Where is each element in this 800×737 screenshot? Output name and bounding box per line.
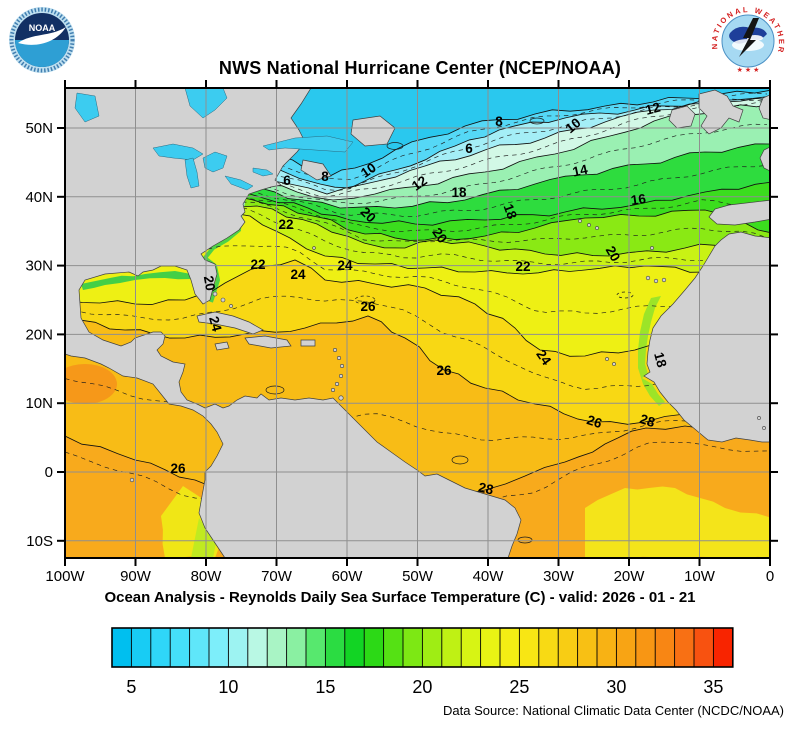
graticule <box>65 88 770 558</box>
contour-label: 26 <box>170 461 186 476</box>
contour-label: 26 <box>585 412 604 431</box>
contour-label: 24 <box>290 267 306 282</box>
x-axis-label: 0 <box>766 568 774 585</box>
contour-label: 18 <box>501 202 520 222</box>
contour-label: 28 <box>638 411 657 430</box>
x-axis-label: 20W <box>614 568 646 585</box>
x-axis-label: 70W <box>261 568 293 585</box>
noaa-logo-icon: NOAA <box>9 7 75 73</box>
contour-label: 18 <box>451 185 467 200</box>
colorbar-tick-label: 15 <box>315 677 335 697</box>
y-axis-label: 20N <box>25 326 53 343</box>
seagull-icon <box>18 27 66 45</box>
map-caption: Ocean Analysis - Reynolds Daily Sea Surf… <box>104 589 696 606</box>
contour-label: 26 <box>360 299 376 314</box>
map-axes: 100W 90W 80W 70W 60W 50W 40W 30W 20W 10W 0 50N 40N 30… <box>25 80 778 585</box>
colorbar-tick-label: 5 <box>126 677 136 697</box>
contour-label: 6 <box>465 141 473 156</box>
contour-label: 22 <box>515 259 530 274</box>
contour-label: 12 <box>409 173 430 194</box>
y-axis-label: 10N <box>25 395 53 412</box>
contour-label: 10 <box>563 115 584 136</box>
contour-label: 8 <box>321 169 329 184</box>
x-axis-label: 10W <box>684 568 716 585</box>
y-axis-label: 30N <box>25 258 53 275</box>
page-title: NWS National Hurricane Center (NCEP/NOAA… <box>218 58 622 78</box>
nws-stars: ★ ★ ★ <box>737 66 760 74</box>
nws-logo-icon: NATIONAL WEATHER SERVICE ★ ★ ★ <box>706 0 785 78</box>
colorbar-tick-label: 20 <box>412 677 432 697</box>
contour-label: 20 <box>429 225 450 246</box>
contour-label: 24 <box>337 258 353 273</box>
contour-label: 24 <box>206 315 225 334</box>
contour-label: 16 <box>630 191 647 208</box>
contour-label: 20 <box>201 275 218 292</box>
colorbar-tick-label: 35 <box>703 677 723 697</box>
contour-label: 6 <box>283 173 291 188</box>
x-axis-label: 30W <box>543 568 575 585</box>
contour-label: 12 <box>644 99 662 117</box>
y-axis-label: 10S <box>26 533 53 550</box>
x-axis-label: 80W <box>191 568 223 585</box>
temperature-colorbar: 5 10 15 20 25 30 35 <box>111 627 734 697</box>
x-axis-label: 60W <box>332 568 364 585</box>
noaa-logo-label: NOAA <box>29 23 56 33</box>
colorbar-tick-label: 10 <box>218 677 238 697</box>
x-axis-label: 50W <box>402 568 434 585</box>
lightning-icon <box>739 18 759 57</box>
contour-label: 20 <box>603 243 624 264</box>
nws-logo: NATIONAL WEATHER SERVICE ★ ★ ★ <box>706 0 786 84</box>
land-layer <box>65 88 770 558</box>
y-axis-label: 40N <box>25 189 53 206</box>
contour-label: 28 <box>477 480 495 498</box>
contour-label: 8 <box>495 114 503 129</box>
x-axis-label: 40W <box>473 568 505 585</box>
contour-label: 26 <box>436 363 452 378</box>
colorbar-tick-label: 25 <box>509 677 529 697</box>
contour-label: 10 <box>358 160 379 181</box>
x-axis-label: 90W <box>120 568 152 585</box>
x-axis-label: 100W <box>45 568 85 585</box>
contour-label: 22 <box>250 257 265 272</box>
y-axis-label: 0 <box>45 464 53 481</box>
contour-label: 22 <box>278 217 293 232</box>
colorbar-tick-label: 30 <box>606 677 626 697</box>
y-axis-label: 50N <box>25 120 53 137</box>
contour-label: 14 <box>571 162 589 180</box>
noaa-ring-text-icon <box>9 7 75 73</box>
noaa-logo: NOAA <box>8 6 76 79</box>
data-source: Data Source: National Climatic Data Cent… <box>443 703 784 718</box>
contour-label: 18 <box>651 351 670 370</box>
